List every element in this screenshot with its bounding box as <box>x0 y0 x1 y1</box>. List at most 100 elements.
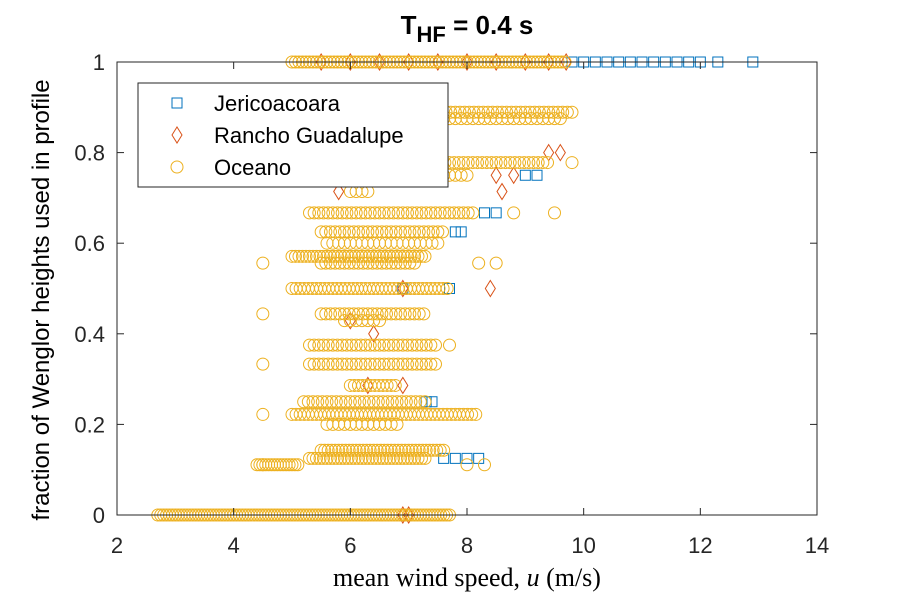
data-point-oceano <box>361 225 375 239</box>
data-point-oceano <box>310 451 323 465</box>
data-point-oceano <box>410 206 424 220</box>
data-point-oceano <box>320 451 334 465</box>
data-point-oceano <box>373 451 386 465</box>
data-point-oceano <box>256 256 270 270</box>
data-point-oceano <box>357 395 371 409</box>
data-point-oceano <box>403 307 417 321</box>
data-point-oceano <box>504 105 518 119</box>
data-point-oceano <box>334 395 348 409</box>
data-point-oceano <box>466 206 480 220</box>
data-point-oceano <box>485 156 498 170</box>
data-point-oceano <box>436 225 449 239</box>
data-point-oceano <box>354 206 368 220</box>
y-tick-label: 0.4 <box>74 322 105 347</box>
data-point-oceano <box>391 338 405 352</box>
data-point-oceano <box>371 395 385 409</box>
data-point-oceano <box>256 407 270 421</box>
data-point-oceano <box>310 249 323 263</box>
data-point-oceano <box>423 443 437 457</box>
data-point-oceano <box>331 206 344 220</box>
data-point-oceano <box>373 206 386 220</box>
data-point-oceano <box>297 395 311 409</box>
data-point-oceano <box>443 206 456 220</box>
data-point-oceano <box>326 357 340 371</box>
legend-marker-square <box>171 97 183 109</box>
data-point-oceano <box>373 249 386 263</box>
data-point-oceano <box>401 338 414 352</box>
data-point-oceano <box>452 156 466 170</box>
data-point-oceano <box>408 451 421 465</box>
x-axis-label-var: u <box>527 563 540 592</box>
x-tick-label: 10 <box>571 533 595 558</box>
data-point-oceano <box>380 307 393 321</box>
data-point-oceano <box>339 395 353 409</box>
data-point-oceano <box>303 206 316 220</box>
data-point-oceano <box>462 105 476 119</box>
data-point-oceano <box>429 338 442 352</box>
data-point-oceano <box>410 357 424 371</box>
data-point-rancho-guadalupe <box>554 143 566 162</box>
data-point-oceano <box>326 206 340 220</box>
data-point-oceano <box>385 395 399 409</box>
data-point-oceano <box>433 206 447 220</box>
y-tick-label: 1 <box>93 50 105 75</box>
data-point-oceano <box>359 338 372 352</box>
data-point-oceano <box>356 307 370 321</box>
data-point-oceano <box>314 256 328 270</box>
data-point-rancho-guadalupe <box>397 376 409 395</box>
data-point-rancho-guadalupe <box>484 279 496 298</box>
data-point-oceano <box>289 249 302 263</box>
data-point-oceano <box>347 307 361 321</box>
y-tick-label: 0.6 <box>74 231 105 256</box>
data-point-oceano <box>465 407 479 421</box>
data-point-oceano <box>291 458 305 472</box>
data-point-oceano <box>387 249 400 263</box>
data-point-oceano <box>349 357 363 371</box>
data-point-oceano <box>382 338 396 352</box>
data-point-oceano <box>341 451 355 465</box>
data-point-oceano <box>370 256 384 270</box>
data-point-oceano <box>292 249 306 263</box>
data-point-oceano <box>312 357 326 371</box>
data-point-oceano <box>329 395 343 409</box>
data-point-jericoacoara <box>479 207 490 219</box>
data-point-oceano <box>384 256 398 270</box>
data-point-oceano <box>415 338 428 352</box>
data-point-oceano <box>307 206 321 220</box>
data-point-oceano <box>418 249 432 263</box>
data-point-oceano <box>317 206 330 220</box>
data-point-oceano <box>508 156 522 170</box>
x-axis-label-pre: mean wind speed, <box>333 563 527 592</box>
data-point-oceano <box>527 156 540 170</box>
data-point-oceano <box>367 395 381 409</box>
data-point-oceano <box>390 395 404 409</box>
data-point-oceano <box>335 338 349 352</box>
data-point-rancho-guadalupe <box>508 166 520 185</box>
data-point-rancho-guadalupe <box>362 376 374 395</box>
data-point-oceano <box>387 451 400 465</box>
data-point-oceano <box>333 256 347 270</box>
data-point-oceano <box>394 256 407 270</box>
x-axis-label-post: (m/s) <box>540 563 601 592</box>
data-point-oceano <box>541 156 554 170</box>
data-point-oceano <box>391 206 405 220</box>
data-point-oceano <box>324 249 337 263</box>
data-point-oceano <box>359 357 372 371</box>
y-tick-label: 0 <box>93 503 105 528</box>
data-point-oceano <box>418 451 432 465</box>
data-point-oceano <box>306 395 320 409</box>
data-point-oceano <box>366 307 379 321</box>
data-point-oceano <box>319 256 333 270</box>
data-point-oceano <box>415 451 428 465</box>
data-point-oceano <box>553 112 567 126</box>
data-point-oceano <box>352 256 365 270</box>
data-point-oceano <box>370 307 384 321</box>
data-point-oceano <box>303 357 316 371</box>
data-point-oceano <box>415 206 428 220</box>
data-point-oceano <box>405 338 419 352</box>
data-point-oceano <box>454 168 468 182</box>
data-point-oceano <box>366 451 379 465</box>
data-point-oceano <box>366 225 379 239</box>
data-point-oceano <box>303 249 316 263</box>
data-point-oceano <box>299 249 313 263</box>
